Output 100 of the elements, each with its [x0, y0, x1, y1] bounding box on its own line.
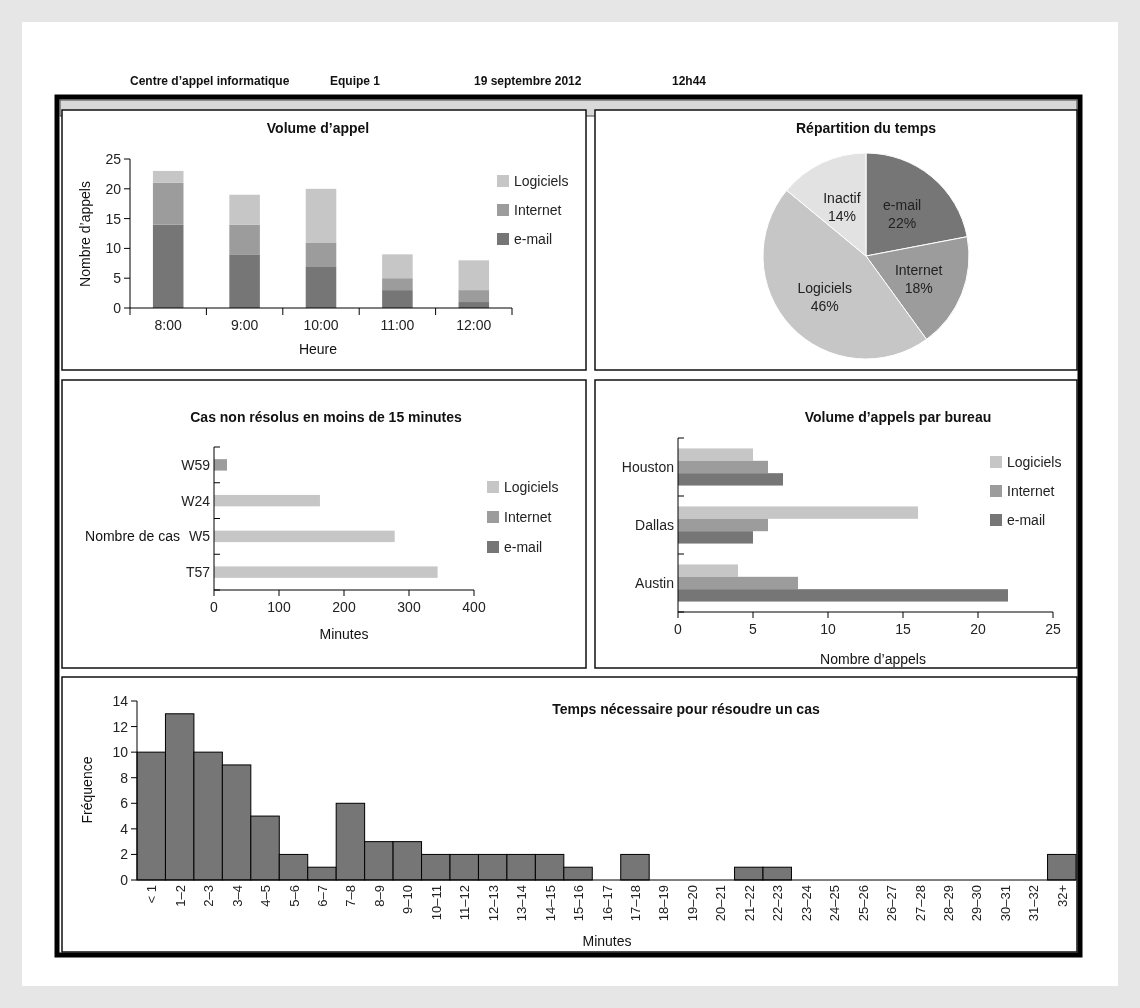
slice-label: Inactif: [823, 189, 861, 206]
x-tick-label: 19–20: [684, 885, 700, 922]
text: 19 septembre 2012: [474, 74, 582, 88]
y-tick-label: 0: [113, 300, 122, 316]
chart-title: Volume d’appels par bureau: [804, 409, 992, 425]
data-label: 14%: [827, 207, 856, 224]
x-tick-label: 5–6: [286, 885, 302, 907]
x-tick-label: 5: [749, 621, 758, 637]
bar: [678, 564, 738, 577]
x-tick-label: 6–7: [314, 885, 330, 907]
y-tick-label: W5: [189, 528, 211, 545]
y-tick-label: 5: [113, 270, 122, 287]
bar: [458, 290, 490, 303]
y-axis-title: Fréquence: [79, 756, 95, 824]
x-tick-label: 11:00: [380, 317, 415, 333]
x-tick-label: 13–14: [514, 885, 530, 922]
x-tick-label: 24–25: [827, 885, 843, 922]
y-tick-label: T57: [185, 564, 211, 581]
y-tick-label: 20: [105, 180, 122, 197]
x-tick-label: 12:00: [456, 317, 492, 333]
x-tick-label: 10: [820, 621, 836, 637]
y-axis-title: Nombre de cas: [85, 528, 180, 544]
bar: [678, 518, 768, 532]
y-tick-label: 2: [120, 846, 129, 863]
y-tick-label: Houston: [621, 459, 674, 475]
x-tick-label: 18–19: [656, 885, 672, 922]
bar: [678, 448, 753, 461]
x-tick-label: 22–23: [770, 885, 786, 922]
x-tick-label: 16–17: [599, 885, 615, 922]
x-tick-label: 20–21: [713, 885, 729, 922]
legend-label: e-mail: [504, 539, 543, 555]
x-tick-label: 100: [267, 599, 291, 615]
x-tick-label: 14–15: [542, 885, 558, 922]
bar: [152, 182, 184, 225]
x-tick-label: 20: [970, 621, 986, 637]
bar: [152, 170, 184, 183]
chart-title: Volume d’appel: [266, 120, 370, 136]
slice-label: Internet: [894, 261, 943, 278]
bar: [229, 194, 260, 225]
bar: [214, 530, 395, 543]
y-tick-label: 10: [112, 744, 129, 761]
legend-label: Internet: [514, 202, 562, 218]
bar: [305, 188, 337, 243]
slice-label: e-mail: [883, 197, 922, 214]
y-tick-label: 4: [120, 820, 129, 837]
legend-label: e-mail: [1007, 512, 1046, 528]
x-tick-label: 7–8: [343, 885, 359, 907]
bar: [678, 506, 918, 519]
chart-title: Répartition du temps: [795, 120, 937, 136]
x-tick-label: 4–5: [258, 885, 274, 907]
data-label: 18%: [904, 279, 933, 296]
x-tick-label: 31–32: [1026, 885, 1042, 922]
x-tick-label: 32+: [1054, 885, 1070, 908]
data-label: 22%: [888, 215, 917, 232]
y-tick-label: 8: [120, 769, 129, 786]
legend-label: Internet: [1007, 483, 1055, 499]
x-tick-label: 21–22: [741, 885, 757, 922]
x-tick-label: 11–12: [457, 885, 473, 921]
x-tick-label: 9:00: [230, 317, 259, 333]
y-tick-label: W24: [181, 492, 211, 509]
text: 12h44: [672, 74, 707, 88]
bar: [229, 224, 260, 255]
legend-label: Internet: [504, 509, 552, 525]
x-tick-label: 30–31: [997, 885, 1013, 922]
y-tick-label: Austin: [635, 575, 674, 591]
y-tick-label: Dallas: [635, 517, 674, 533]
bar: [305, 266, 337, 308]
y-tick-label: 14: [112, 693, 129, 709]
bar: [678, 473, 783, 486]
y-tick-label: 25: [105, 151, 122, 167]
x-tick-label: 8:00: [154, 317, 183, 333]
y-tick-label: W59: [181, 456, 211, 473]
chart-title: Cas non résolus en moins de 15 minutes: [190, 409, 462, 425]
bar: [382, 290, 413, 308]
y-tick-label: 10: [105, 240, 122, 257]
x-tick-label: 23–24: [798, 885, 814, 922]
legend-label: Logiciels: [504, 479, 559, 495]
x-tick-label: 29–30: [969, 885, 985, 922]
x-tick-label: 1–2: [172, 885, 188, 907]
bar: [229, 254, 260, 308]
x-axis-title: Nombre d’appels: [820, 651, 926, 667]
x-tick-label: 2–3: [201, 885, 217, 907]
bar: [678, 531, 753, 544]
chart-title: Temps nécessaire pour résoudre un cas: [552, 701, 820, 717]
y-axis-title: Nombre d’appels: [77, 181, 93, 287]
text: Centre d’appel informatique: [130, 74, 290, 88]
bar: [214, 459, 227, 471]
bar: [214, 494, 320, 507]
x-tick-label: 26–27: [884, 885, 900, 922]
bar: [678, 589, 1008, 602]
x-tick-label: 25: [1045, 621, 1061, 637]
x-tick-label: 28–29: [940, 885, 956, 922]
y-tick-label: 6: [120, 795, 129, 812]
x-tick-label: 300: [397, 599, 421, 615]
legend-label: Logiciels: [1007, 454, 1062, 470]
x-tick-label: 15: [895, 621, 911, 637]
bar: [305, 242, 337, 267]
bar: [678, 460, 768, 474]
bar: [458, 260, 490, 291]
y-tick-label: 15: [105, 210, 122, 227]
